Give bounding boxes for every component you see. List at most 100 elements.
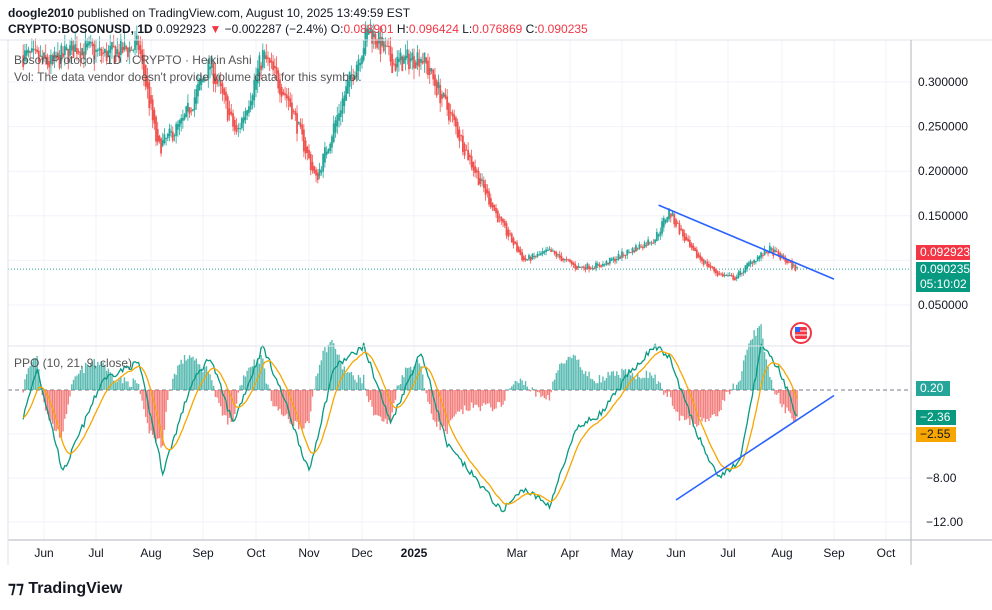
ppo-histogram-bar xyxy=(366,390,368,397)
ppo-histogram-bar xyxy=(29,366,31,390)
candle-body xyxy=(521,252,524,261)
candle-body xyxy=(708,264,710,268)
ppo-signal-tag: −2.55 xyxy=(916,427,956,442)
ppo-histogram-bar xyxy=(559,364,561,390)
ppo-histogram-bar xyxy=(221,390,224,416)
candle-body xyxy=(121,47,124,53)
candle-body xyxy=(451,112,454,117)
candle-body xyxy=(714,269,717,274)
candle-body xyxy=(291,102,293,119)
candle-body xyxy=(180,118,183,124)
publisher-name[interactable]: doogle2010 xyxy=(8,6,75,20)
symbol-name[interactable]: CRYPTO:BOSONUSD, 1D xyxy=(8,22,153,36)
candle-body xyxy=(600,265,603,268)
candle-body xyxy=(285,94,288,99)
candle-body xyxy=(408,53,410,70)
candle-body xyxy=(132,49,135,51)
candle-body xyxy=(437,82,440,88)
candle-body xyxy=(260,65,263,70)
candle-body xyxy=(662,218,665,228)
candle-body xyxy=(761,254,764,256)
ppo-histogram-bar xyxy=(562,363,564,390)
candle-body xyxy=(768,245,771,254)
ppo-histogram-bar xyxy=(507,390,509,391)
ppo-histogram-bar xyxy=(624,368,627,390)
candle-body xyxy=(282,91,285,95)
ppo-legend[interactable]: PPO (10, 21, 9, close) xyxy=(14,356,133,370)
candle-body xyxy=(240,118,243,129)
candle-body xyxy=(448,103,450,121)
ppo-histogram-bar xyxy=(383,390,385,422)
candle-body xyxy=(739,270,742,276)
ppo-histogram-bar xyxy=(796,390,798,417)
candle-body xyxy=(659,231,662,236)
ppo-histogram-bar xyxy=(168,390,171,391)
candle-body xyxy=(638,244,641,249)
candle-body xyxy=(685,236,688,241)
ppo-histogram-bar xyxy=(448,390,450,423)
series-legend[interactable]: Boson Protocol · 1D · CRYPTO · Heikin As… xyxy=(14,53,252,67)
candle-body xyxy=(401,56,404,72)
candle-body xyxy=(55,55,58,59)
trendlines[interactable] xyxy=(658,204,835,501)
ppo-histogram-bar xyxy=(479,390,482,412)
candle-body xyxy=(302,129,305,152)
ppo-histogram-bar xyxy=(553,379,556,390)
ppo-histogram-bar xyxy=(411,369,414,390)
ppo-histogram-bar xyxy=(576,359,578,390)
high-label: H: xyxy=(396,22,409,36)
candle-body xyxy=(711,266,714,268)
ppo-histogram-bar xyxy=(697,390,700,426)
time-tick-label: Mar xyxy=(507,546,528,560)
candle-body xyxy=(512,238,515,246)
ppo-histogram-bar xyxy=(116,381,118,390)
candle-body xyxy=(418,58,421,67)
ppo-histogram-bar xyxy=(348,372,351,390)
candle-body xyxy=(77,50,80,53)
ppo-histogram-bar xyxy=(696,390,698,427)
ppo-histogram-bar xyxy=(151,390,154,435)
candle-body xyxy=(50,54,52,65)
candle-body xyxy=(416,52,419,66)
candle-body xyxy=(463,143,466,156)
candle-body xyxy=(256,68,259,84)
ppo-histogram-bar xyxy=(715,390,717,417)
ppo-histogram-bar xyxy=(521,380,523,390)
ppo-histogram-bar xyxy=(495,390,497,409)
candle-body xyxy=(598,264,601,267)
candle-body xyxy=(359,62,362,66)
candle-body xyxy=(721,273,724,277)
ppo-histogram-bar xyxy=(193,360,196,390)
symbol-line: CRYPTO:BOSONUSD, 1D 0.092923 ▼ −0.002287… xyxy=(8,22,588,36)
candle-body xyxy=(175,123,178,136)
ppo-histogram-bar xyxy=(177,365,179,390)
candle-body xyxy=(744,265,747,273)
candle-body xyxy=(528,255,530,260)
candle-body xyxy=(376,39,378,48)
candle-body xyxy=(565,259,568,261)
candle-body xyxy=(53,51,56,60)
ppo-histogram-bar xyxy=(704,390,707,423)
candle-body xyxy=(313,166,316,173)
candle-body xyxy=(470,156,473,168)
tradingview-logo[interactable]: ⁊⁊ TradingView xyxy=(8,578,122,598)
candle-body xyxy=(546,250,549,252)
candle-body xyxy=(82,51,85,58)
ppo-histogram-bar xyxy=(67,390,69,405)
candle-body xyxy=(107,50,110,57)
flag-icon[interactable] xyxy=(790,322,812,344)
ppo-histogram-bar xyxy=(84,362,87,390)
ppo-histogram-bar xyxy=(114,382,117,390)
ppo-histogram-bar xyxy=(779,390,781,404)
ppo-histogram-bar xyxy=(711,390,714,415)
candle-body xyxy=(720,273,722,275)
ppo-histogram-bar xyxy=(720,390,722,411)
candle-body xyxy=(796,267,798,269)
ppo-histogram-bar xyxy=(315,376,317,390)
candle-body xyxy=(730,275,733,277)
candle-body xyxy=(183,114,186,120)
brand-name: TradingView xyxy=(28,580,123,597)
candle-body xyxy=(338,113,340,121)
